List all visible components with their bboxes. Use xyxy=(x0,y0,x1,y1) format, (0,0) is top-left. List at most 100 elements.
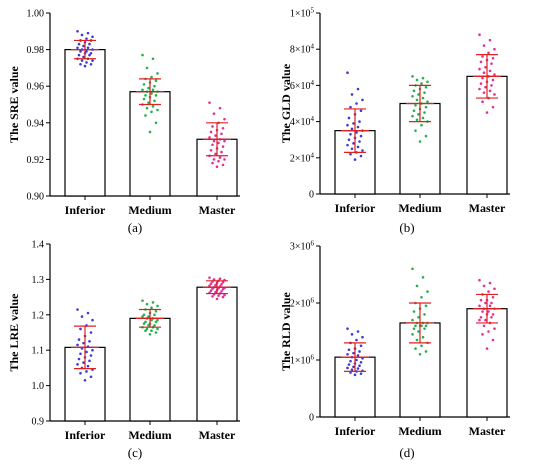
data-point xyxy=(359,109,363,113)
data-point xyxy=(479,82,483,85)
data-point xyxy=(153,324,156,327)
data-point xyxy=(359,372,363,375)
data-point xyxy=(488,89,492,93)
data-point xyxy=(156,108,159,112)
data-point xyxy=(150,110,153,114)
data-point xyxy=(424,85,428,89)
data-point xyxy=(220,150,223,154)
data-point xyxy=(487,290,490,293)
data-point xyxy=(412,89,416,93)
data-point xyxy=(76,343,79,347)
data-point xyxy=(151,88,155,92)
data-point xyxy=(221,288,225,291)
data-point xyxy=(359,344,363,348)
data-point xyxy=(346,143,349,147)
data-point xyxy=(221,280,225,284)
y-tick-exponent: 4 xyxy=(311,43,315,51)
y-axis-label: The GLD value xyxy=(279,63,293,143)
data-point xyxy=(76,46,79,50)
data-point xyxy=(85,370,88,373)
data-point xyxy=(154,320,158,324)
data-point xyxy=(221,295,225,299)
data-point xyxy=(347,116,351,120)
data-point xyxy=(412,310,416,313)
data-point xyxy=(218,277,222,280)
data-point xyxy=(223,158,226,161)
y-tick-label: 4×104 xyxy=(290,115,315,128)
data-point xyxy=(417,330,420,333)
data-point xyxy=(412,109,416,113)
data-point xyxy=(481,310,484,313)
data-point xyxy=(420,296,423,299)
data-point xyxy=(148,130,152,134)
y-tick-label: 8×104 xyxy=(290,43,315,56)
x-tick-label: Inferior xyxy=(65,428,106,442)
data-point xyxy=(80,59,84,62)
data-point xyxy=(80,315,84,318)
data-point xyxy=(421,96,425,100)
data-point xyxy=(208,136,211,139)
data-point xyxy=(490,62,493,65)
data-point xyxy=(478,304,481,308)
data-point xyxy=(156,327,159,331)
data-point xyxy=(79,371,82,375)
data-point xyxy=(423,327,426,330)
y-tick-label: 6×104 xyxy=(290,79,315,92)
data-point xyxy=(493,327,496,330)
data-point xyxy=(211,287,214,290)
data-point xyxy=(145,302,149,306)
data-point xyxy=(420,82,423,85)
data-point xyxy=(487,51,490,55)
data-point xyxy=(217,159,220,163)
data-point xyxy=(154,121,158,125)
data-point xyxy=(420,344,423,348)
data-point xyxy=(411,114,414,118)
data-point xyxy=(352,365,355,369)
data-point xyxy=(347,348,351,352)
data-point xyxy=(91,348,94,352)
data-point xyxy=(350,333,354,336)
data-point xyxy=(355,131,358,134)
data-point xyxy=(150,92,153,95)
data-point xyxy=(215,297,219,301)
data-point xyxy=(145,66,149,70)
data-point xyxy=(424,105,428,109)
data-point xyxy=(349,132,352,136)
data-point xyxy=(76,308,79,311)
data-point xyxy=(153,99,156,103)
data-point xyxy=(211,295,214,298)
data-point xyxy=(347,138,351,141)
chart-panel-b: 0 2×104 4×104 6×104 8×104 1×105 The GLD value I… xyxy=(279,7,510,235)
data-point xyxy=(154,94,158,97)
panel-label: (a) xyxy=(128,220,142,235)
y-tick-exponent: 5 xyxy=(311,7,315,15)
data-point xyxy=(361,149,364,152)
y-tick-exponent: 6 xyxy=(311,297,315,305)
data-point xyxy=(208,284,211,288)
data-point xyxy=(415,78,419,82)
panel-label: (b) xyxy=(399,220,414,235)
data-point xyxy=(346,366,349,370)
data-point xyxy=(484,66,487,69)
y-axis-label: The SRE value xyxy=(7,65,21,142)
data-point xyxy=(151,57,155,61)
data-point xyxy=(154,331,158,334)
y-tick-label: 1.3 xyxy=(32,275,45,286)
y-tick-label: 1.4 xyxy=(32,240,45,251)
data-point xyxy=(491,105,495,109)
data-point xyxy=(214,290,217,294)
data-point xyxy=(147,324,150,327)
data-point xyxy=(350,93,354,96)
data-point xyxy=(415,338,419,342)
data-point xyxy=(358,350,361,353)
data-point xyxy=(150,329,153,333)
y-tick-exponent: 6 xyxy=(311,354,315,362)
data-point xyxy=(481,55,484,58)
data-point xyxy=(77,42,81,46)
data-point xyxy=(221,163,225,167)
data-point xyxy=(142,313,146,317)
data-point xyxy=(151,301,155,304)
data-point xyxy=(490,84,493,87)
data-point xyxy=(484,301,487,305)
data-point xyxy=(415,98,419,102)
